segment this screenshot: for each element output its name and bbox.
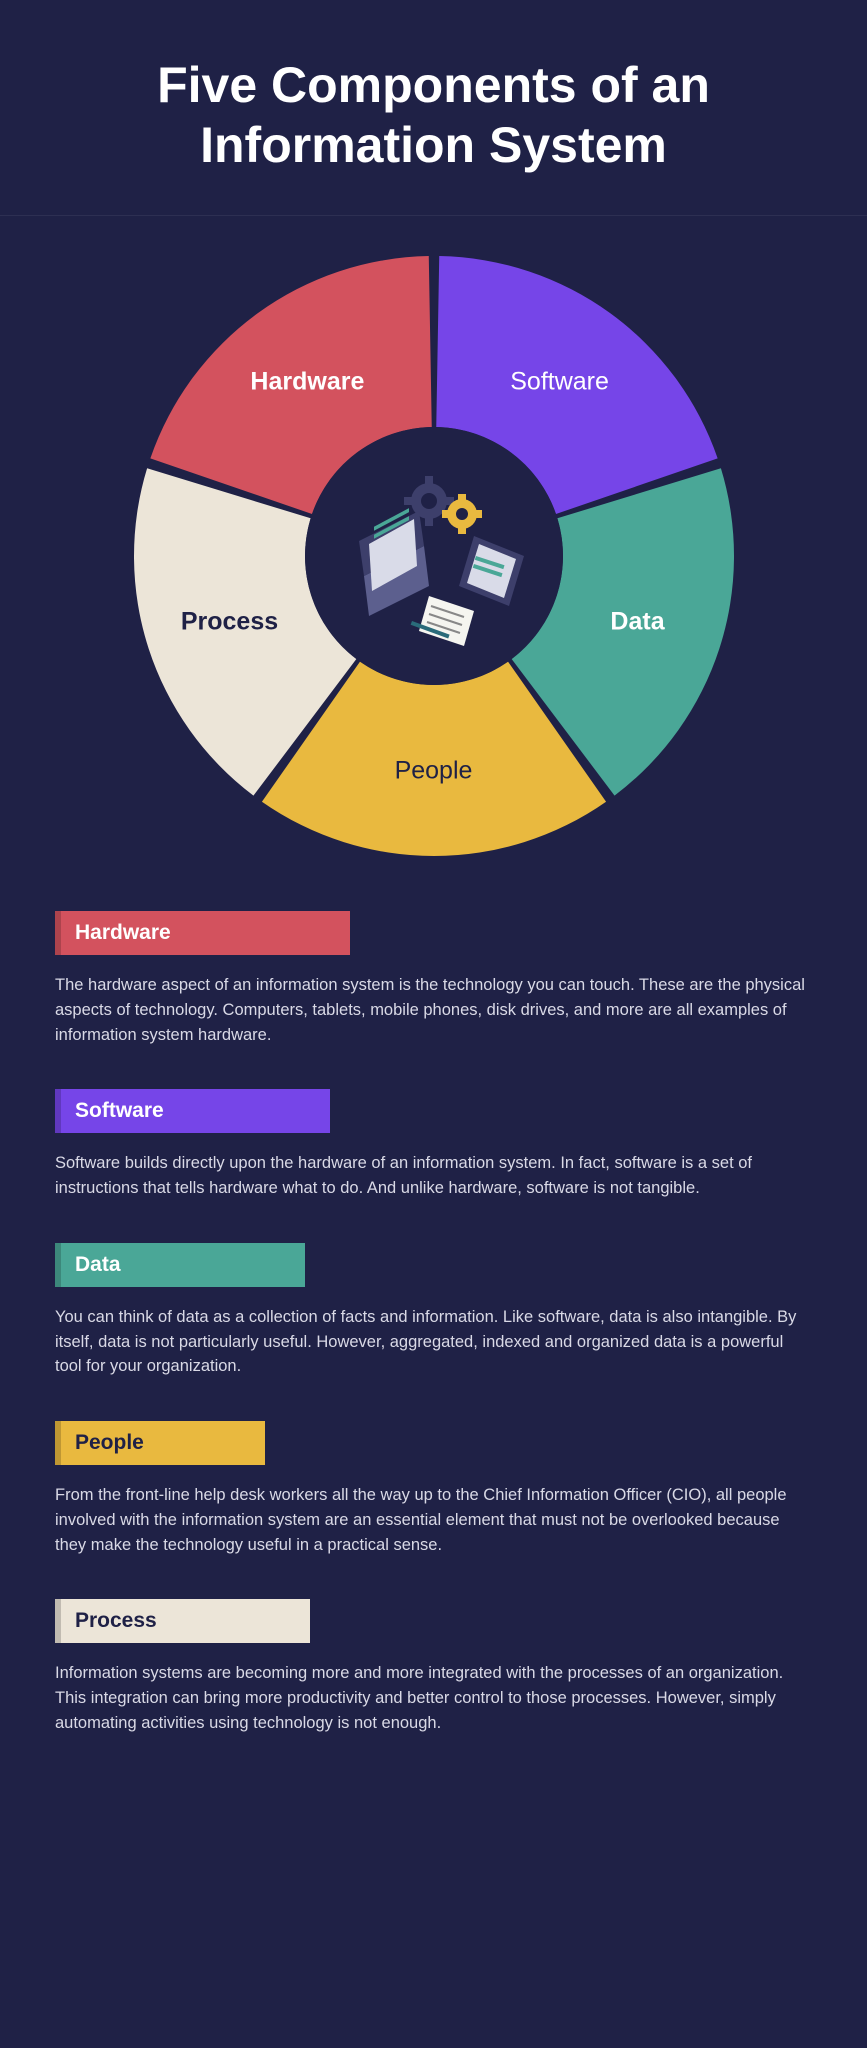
section-heading: People [55,1421,265,1465]
center-illustration [334,456,534,656]
section-heading: Process [55,1599,310,1643]
donut-chart-container: Hardware Software Data People Process [0,216,867,911]
page-title: Five Components of an Information System [40,55,827,175]
section-body: The hardware aspect of an information sy… [55,973,812,1047]
section-hardware: Hardware The hardware aspect of an infor… [55,911,812,1047]
section-heading: Software [55,1089,330,1133]
sections-list: Hardware The hardware aspect of an infor… [0,911,867,1848]
section-body: Information systems are becoming more an… [55,1661,812,1735]
section-heading: Data [55,1243,305,1287]
section-heading: Hardware [55,911,350,955]
section-data: Data You can think of data as a collecti… [55,1243,812,1379]
center-icons-svg [334,456,534,656]
donut-label-hardware: Hardware [250,368,364,397]
donut-label-software: Software [510,368,609,397]
tablet-icon [459,536,524,606]
section-body: From the front-line help desk workers al… [55,1483,812,1557]
donut-chart: Hardware Software Data People Process [134,256,734,856]
page-header: Five Components of an Information System [0,0,867,216]
laptop-icon [359,508,429,616]
paper-pen-icon [410,596,473,646]
donut-label-people: People [395,756,473,785]
donut-label-process: Process [181,608,278,637]
section-body: Software builds directly upon the hardwa… [55,1151,812,1201]
section-software: Software Software builds directly upon t… [55,1089,812,1201]
section-process: Process Information systems are becoming… [55,1599,812,1735]
donut-label-data: Data [610,608,664,637]
section-people: People From the front-line help desk wor… [55,1421,812,1557]
section-body: You can think of data as a collection of… [55,1305,812,1379]
